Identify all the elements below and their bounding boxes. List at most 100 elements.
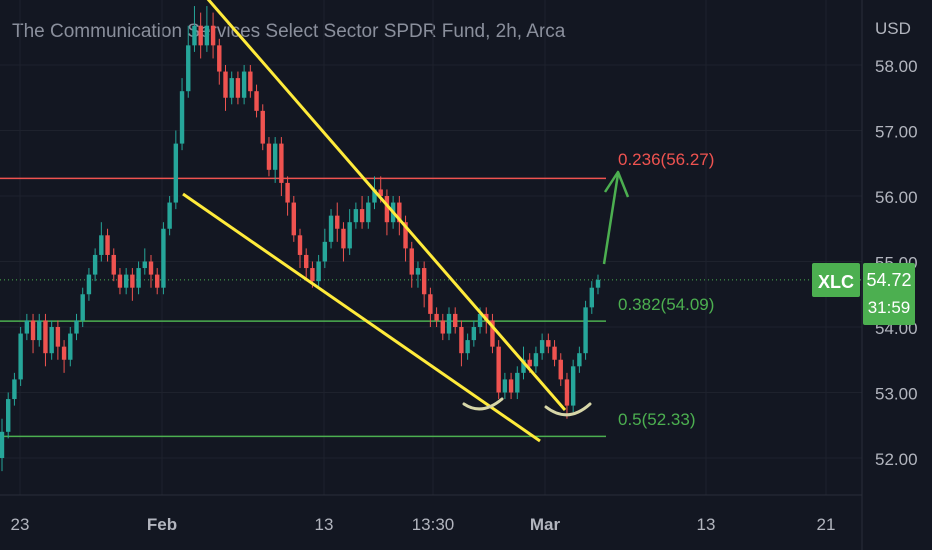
candle-body bbox=[291, 202, 296, 236]
currency-label: USD bbox=[875, 19, 911, 38]
candle-body bbox=[341, 228, 346, 249]
candle-body bbox=[310, 268, 315, 282]
y-tick-label-6: 52.00 bbox=[875, 450, 918, 469]
candle-body bbox=[564, 379, 570, 406]
candle-body bbox=[161, 228, 166, 288]
candle-body bbox=[179, 91, 185, 144]
candle-body bbox=[589, 287, 594, 308]
candle-body bbox=[335, 215, 340, 229]
candle-body bbox=[235, 78, 241, 98]
candle-body bbox=[279, 143, 284, 183]
candle-body bbox=[359, 209, 365, 223]
fib-level-label-1: 0.382(54.09) bbox=[618, 295, 714, 314]
candle-body bbox=[378, 189, 383, 196]
candle-body bbox=[130, 274, 135, 288]
candle-body bbox=[86, 274, 92, 295]
candle-body bbox=[465, 340, 470, 354]
candle-body bbox=[316, 261, 321, 282]
candle-body bbox=[117, 274, 123, 288]
price-badge-countdown: 31:59 bbox=[868, 298, 911, 317]
candle-body bbox=[148, 261, 154, 275]
candle-body bbox=[217, 45, 222, 72]
candle-body bbox=[210, 25, 216, 46]
candle-body bbox=[61, 346, 67, 360]
candle-body bbox=[37, 320, 42, 341]
candle-body bbox=[490, 320, 495, 347]
candle-body bbox=[595, 279, 601, 288]
candle-body bbox=[55, 327, 61, 347]
candle-body bbox=[297, 235, 303, 255]
candle-body bbox=[533, 353, 539, 367]
price-badge-value: 54.72 bbox=[866, 270, 911, 290]
candle-body bbox=[285, 182, 290, 203]
candle-body bbox=[372, 189, 377, 203]
candle-body bbox=[583, 307, 588, 354]
candle-body bbox=[471, 327, 477, 341]
candle-body bbox=[322, 241, 328, 262]
candle-body bbox=[92, 254, 98, 275]
candle-body bbox=[12, 379, 17, 400]
candle-body bbox=[229, 78, 234, 98]
bottom-arc-left bbox=[462, 397, 504, 411]
candle-body bbox=[446, 313, 452, 334]
candle-body bbox=[223, 71, 228, 98]
candle-body bbox=[192, 25, 197, 46]
x-tick-label-5: 13 bbox=[697, 515, 716, 534]
candle-body bbox=[403, 222, 408, 249]
candle-body bbox=[0, 431, 5, 458]
candle-body bbox=[546, 340, 551, 347]
lower-trendline bbox=[182, 192, 541, 443]
candle-body bbox=[328, 215, 334, 242]
chart-title: The Communication Services Select Sector… bbox=[12, 21, 566, 42]
candle-body bbox=[577, 353, 582, 367]
candle-body bbox=[347, 222, 352, 249]
candle-body bbox=[508, 379, 514, 393]
candle-body bbox=[552, 346, 557, 360]
candle-body bbox=[515, 372, 520, 393]
target-arrow-head bbox=[603, 170, 630, 198]
candle-body bbox=[99, 235, 104, 255]
candle-body bbox=[496, 346, 501, 393]
candle-body bbox=[459, 327, 464, 354]
candle-body bbox=[434, 313, 439, 321]
x-tick-label-4: Mar bbox=[530, 515, 561, 534]
x-tick-label-2: 13 bbox=[315, 515, 334, 534]
candle-body bbox=[173, 143, 179, 203]
candle-body bbox=[304, 254, 309, 269]
candle-body bbox=[198, 25, 203, 46]
candle-body bbox=[397, 202, 402, 223]
candle-body bbox=[155, 274, 160, 288]
x-tick-label-1: Feb bbox=[147, 515, 177, 534]
candle-body bbox=[43, 320, 48, 354]
candle-body bbox=[409, 248, 414, 275]
price-badge bbox=[863, 263, 915, 325]
candle-body bbox=[521, 359, 526, 373]
candle-body bbox=[241, 71, 247, 98]
y-tick-label-5: 53.00 bbox=[875, 385, 918, 404]
candle-body bbox=[477, 313, 483, 327]
candle-body bbox=[142, 261, 147, 269]
candle-body bbox=[558, 359, 563, 380]
candle-body bbox=[204, 25, 210, 46]
candle-body bbox=[30, 320, 36, 341]
symbol-badge-text: XLC bbox=[818, 272, 854, 292]
candle-body bbox=[428, 294, 433, 314]
candle-body bbox=[80, 294, 85, 321]
candle-body bbox=[18, 333, 23, 380]
candle-body bbox=[49, 327, 54, 354]
candle-body bbox=[366, 202, 371, 223]
candle-body bbox=[440, 320, 445, 334]
x-tick-label-0: 23 bbox=[11, 515, 30, 534]
candle-body bbox=[415, 268, 421, 275]
candle-body bbox=[136, 268, 141, 288]
fib-level-label-2: 0.5(52.33) bbox=[618, 410, 696, 429]
candle-body bbox=[570, 366, 576, 406]
candle-body bbox=[260, 110, 265, 144]
candle-body bbox=[68, 333, 73, 360]
y-tick-label-1: 57.00 bbox=[875, 123, 918, 142]
candle-body bbox=[167, 202, 172, 229]
candle-body bbox=[111, 254, 116, 275]
candle-body bbox=[272, 143, 278, 170]
candle-body bbox=[539, 340, 545, 354]
